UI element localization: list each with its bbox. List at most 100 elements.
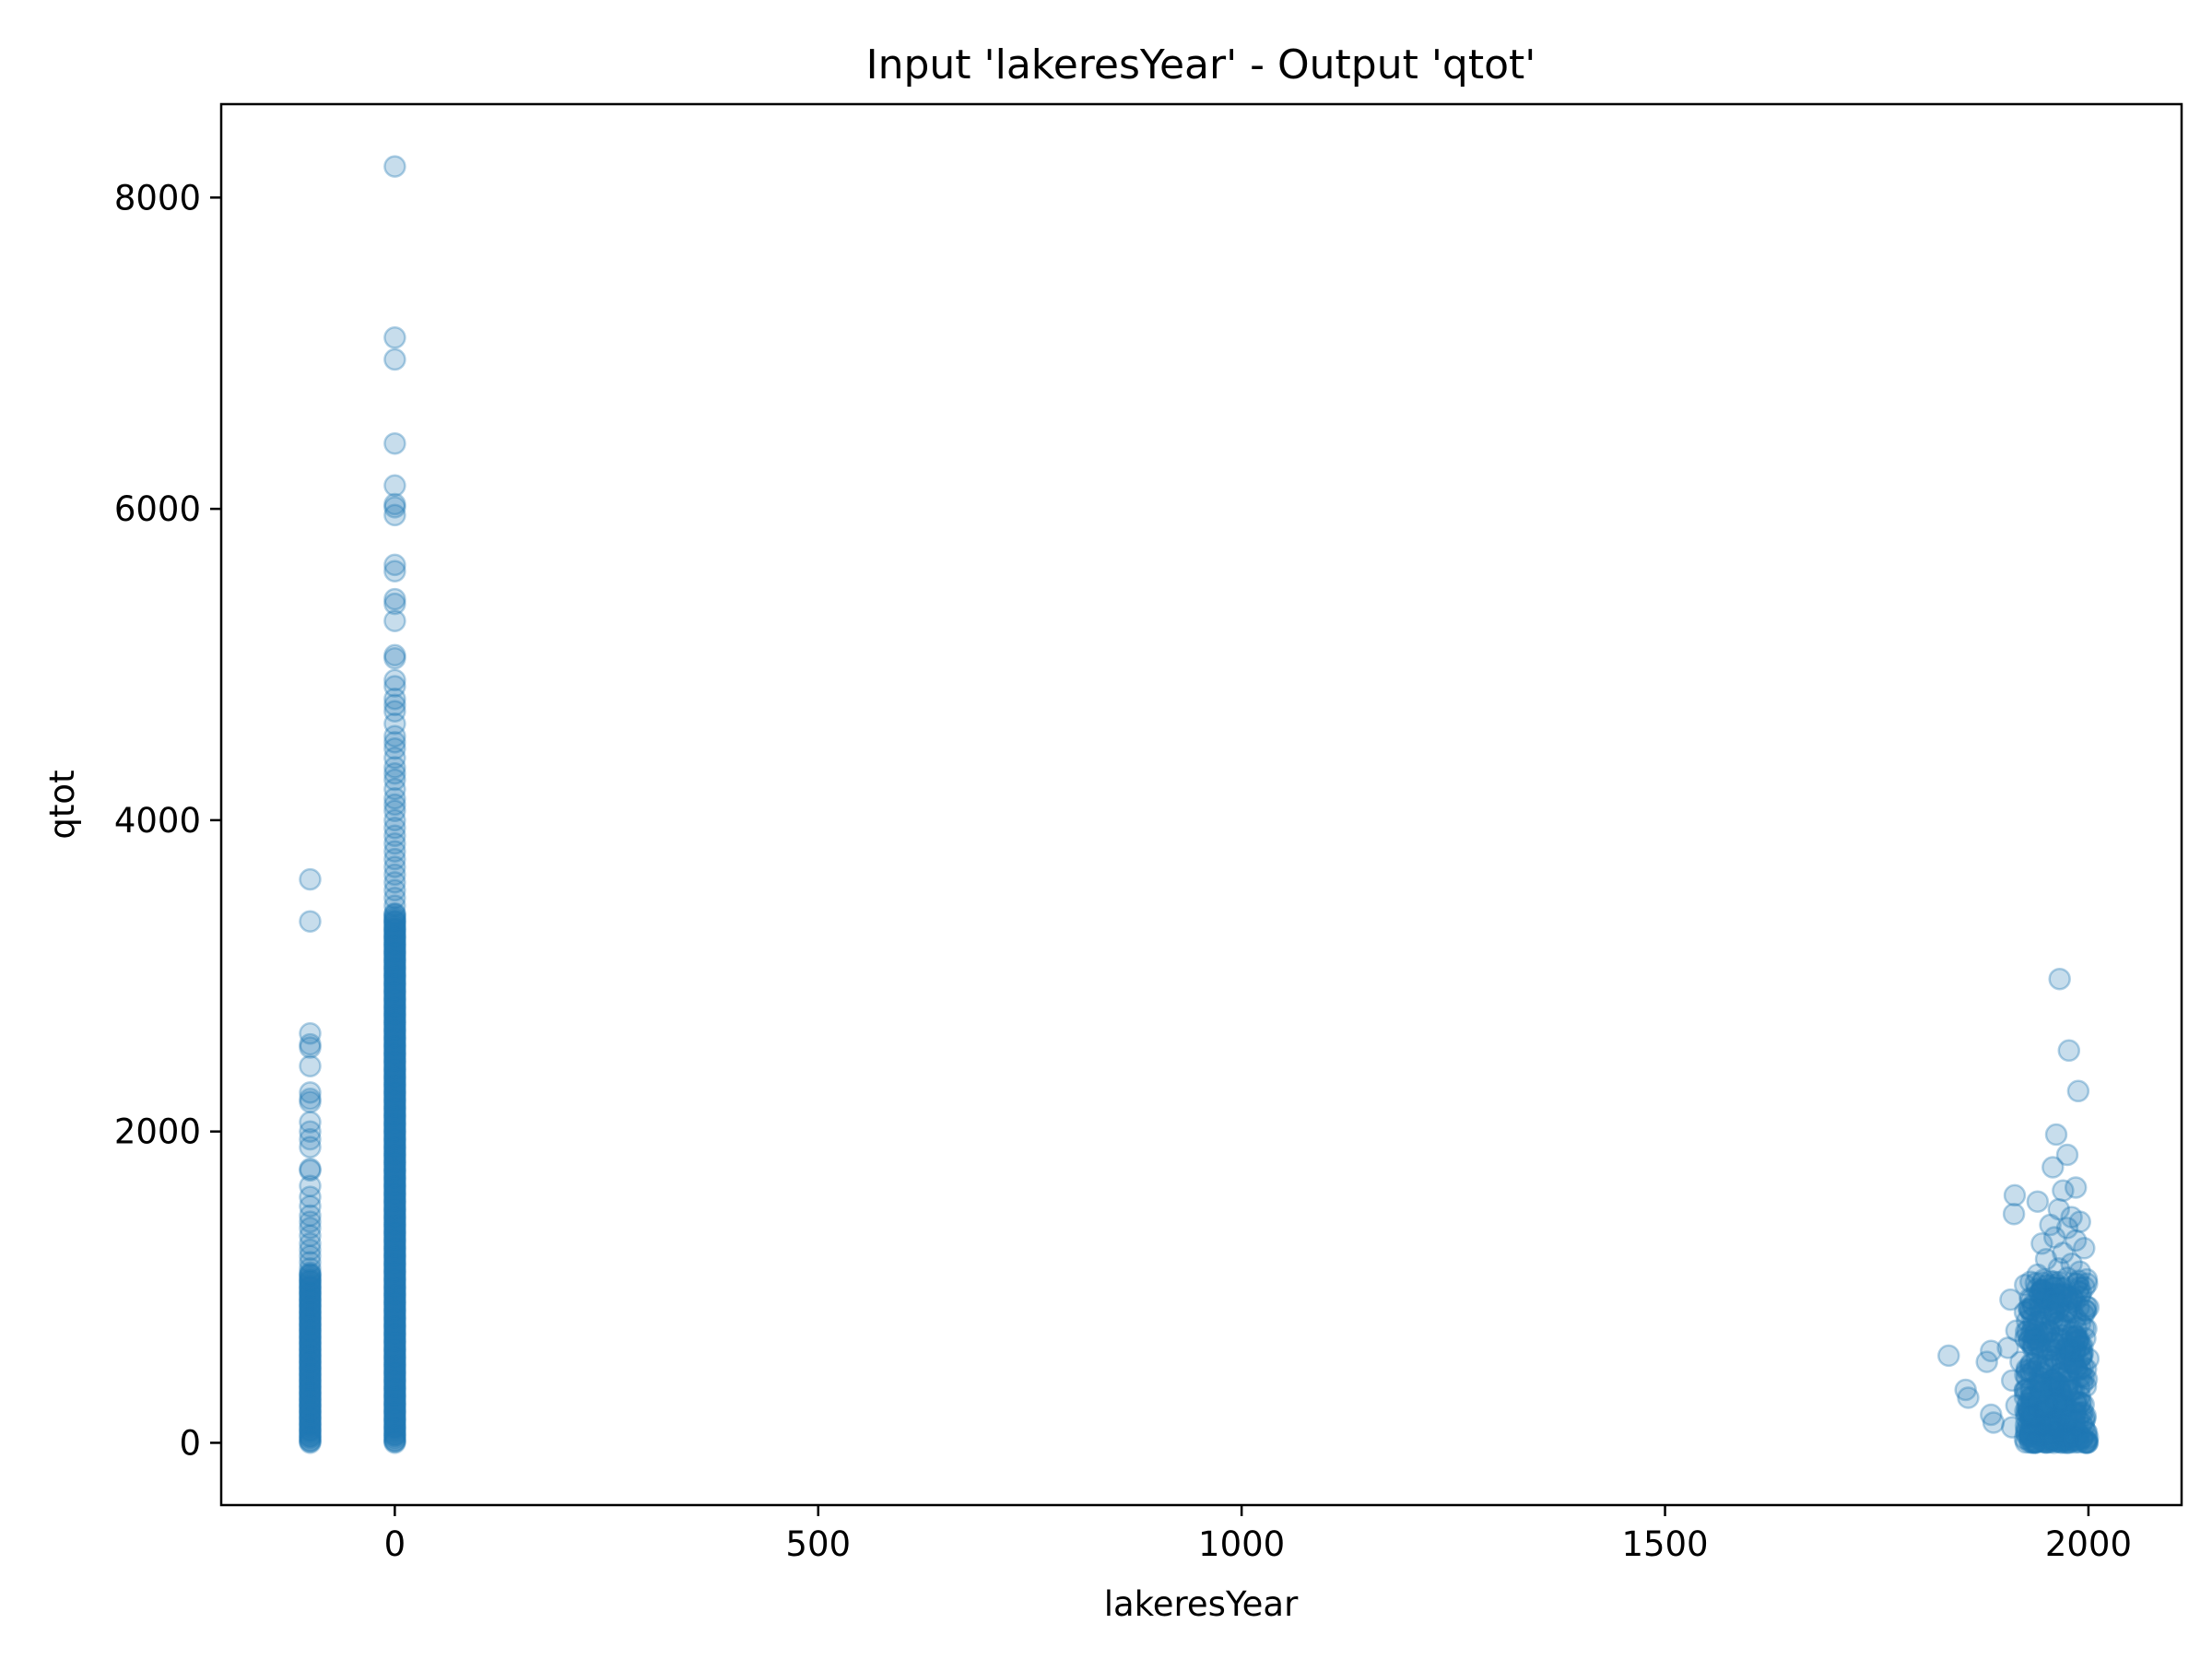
data-point	[1996, 1336, 2019, 1359]
data-point-dense	[383, 1430, 406, 1453]
data-point-dense	[299, 1392, 322, 1416]
data-point-dense	[383, 1006, 406, 1029]
data-point-dense	[383, 1412, 406, 1436]
data-point-dense	[383, 1030, 406, 1053]
data-point-dense	[2035, 1338, 2059, 1361]
data-point-dense	[383, 1263, 406, 1287]
data-point-dense	[299, 1351, 322, 1374]
y-axis: 0 2000 4000 6000 8000	[114, 178, 221, 1463]
data-point-dense	[383, 1370, 406, 1393]
data-point-dense	[2055, 1377, 2078, 1401]
data-point-dense	[2047, 1372, 2070, 1396]
data-point	[383, 768, 406, 792]
data-point-dense	[383, 1011, 406, 1034]
data-point	[383, 777, 406, 801]
data-point-dense	[299, 1310, 322, 1333]
data-point-dense	[2033, 1288, 2056, 1311]
data-point-dense	[2030, 1399, 2053, 1423]
data-point	[299, 1263, 322, 1287]
data-point	[383, 1206, 406, 1229]
data-point-dense	[2053, 1310, 2077, 1334]
data-point-dense	[383, 919, 406, 943]
data-point-dense	[2017, 1413, 2041, 1436]
data-point-dense	[2031, 1379, 2054, 1403]
data-point-dense	[2039, 1377, 2063, 1400]
data-point-dense	[383, 1119, 406, 1143]
data-point-dense	[2018, 1418, 2042, 1441]
data-point-dense	[299, 1362, 322, 1385]
data-point-dense	[2019, 1332, 2043, 1356]
data-point	[383, 731, 406, 754]
data-point	[299, 1362, 322, 1386]
data-point-dense	[383, 1024, 406, 1047]
data-point	[299, 1344, 322, 1368]
data-point-dense	[2015, 1418, 2039, 1441]
data-point-dense	[383, 1151, 406, 1174]
data-point-dense	[2062, 1348, 2085, 1372]
data-point	[299, 1319, 322, 1343]
data-point-dense	[383, 1132, 406, 1156]
data-point-dense	[2021, 1306, 2044, 1330]
data-point	[383, 971, 406, 995]
data-point-dense	[2041, 1416, 2065, 1439]
data-point-dense	[2041, 1428, 2065, 1451]
data-point-dense	[383, 1071, 406, 1094]
data-point-dense	[2068, 1312, 2092, 1335]
data-point-dense	[299, 1431, 322, 1454]
data-point-dense	[383, 1124, 406, 1148]
data-point-dense	[383, 1368, 406, 1391]
data-point-dense	[2041, 1330, 2065, 1354]
data-point-dense	[299, 1397, 322, 1421]
data-point-dense	[2025, 1406, 2049, 1430]
data-point	[2073, 1409, 2096, 1433]
data-point-dense	[299, 1291, 322, 1314]
data-point-dense	[2015, 1420, 2038, 1444]
data-point	[383, 1423, 406, 1447]
data-point-dense	[2042, 1413, 2066, 1437]
data-point-dense	[299, 1375, 322, 1398]
data-point	[383, 1267, 406, 1291]
data-point-dense	[383, 1266, 406, 1290]
data-point-dense	[2016, 1395, 2039, 1418]
data-point	[383, 1174, 406, 1198]
data-point-dense	[2024, 1420, 2047, 1443]
data-point-dense	[2075, 1295, 2098, 1318]
data-point-dense	[2033, 1312, 2056, 1336]
data-point	[299, 1157, 322, 1181]
data-point-dense	[299, 1364, 322, 1387]
data-point	[2052, 1429, 2075, 1453]
data-point-dense	[2029, 1423, 2053, 1447]
data-point-dense	[2041, 1293, 2064, 1316]
data-point	[1982, 1411, 2006, 1434]
data-point-dense	[2028, 1291, 2052, 1314]
data-point	[383, 1167, 406, 1190]
data-point-dense	[299, 1323, 322, 1347]
data-point-dense	[2042, 1301, 2066, 1324]
data-point-dense	[383, 1406, 406, 1430]
data-point-dense	[2032, 1291, 2056, 1314]
data-point-dense	[383, 1155, 406, 1178]
data-point	[2055, 1344, 2079, 1368]
data-point-dense	[383, 1217, 406, 1240]
data-point-dense	[383, 938, 406, 961]
data-point-dense	[383, 1371, 406, 1394]
data-point	[1980, 1403, 2003, 1427]
data-point-dense	[2028, 1390, 2051, 1413]
data-point-dense	[2019, 1300, 2043, 1323]
data-point-dense	[2071, 1335, 2094, 1358]
data-point-dense	[2053, 1414, 2077, 1437]
data-point-dense	[2053, 1348, 2077, 1371]
data-point-dense	[2035, 1391, 2058, 1414]
data-point-dense	[2021, 1293, 2044, 1317]
data-point-dense	[2056, 1428, 2079, 1451]
data-point-dense	[383, 953, 406, 976]
data-point	[383, 1073, 406, 1097]
data-point-dense	[383, 1395, 406, 1419]
data-point-dense	[299, 1430, 322, 1453]
data-point-dense	[2055, 1429, 2078, 1452]
data-point	[383, 700, 406, 723]
data-point-dense	[299, 1295, 322, 1318]
data-point-dense	[383, 1195, 406, 1219]
data-point-dense	[383, 1418, 406, 1441]
data-point-dense	[2031, 1355, 2055, 1379]
